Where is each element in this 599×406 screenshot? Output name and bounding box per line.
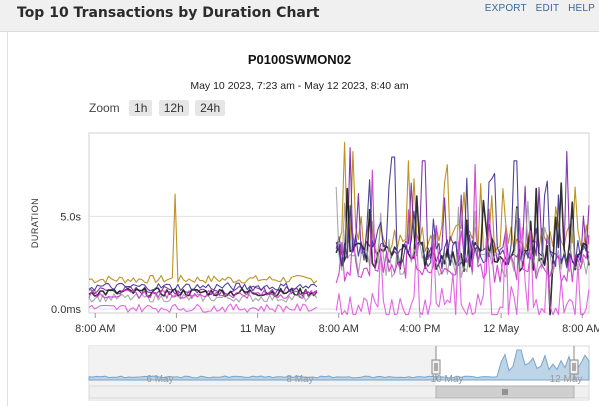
series-line — [88, 186, 590, 303]
navigator-handle — [431, 359, 441, 375]
export-link[interactable]: EXPORT — [484, 3, 527, 14]
navigator-handle — [569, 359, 579, 375]
zoom-24h-button[interactable]: 24h — [195, 100, 226, 116]
x-tick-label: 4:00 PM — [399, 323, 440, 335]
y-axis-label: DURATION — [30, 198, 40, 248]
navigator-label: 10 May — [431, 374, 464, 385]
widget-header: Top 10 Transactions by Duration Chart EX… — [0, 0, 599, 32]
navigator[interactable]: 6 May 8 May 10 May 12 May — [88, 345, 590, 401]
widget-title: Top 10 Transactions by Duration Chart — [17, 5, 320, 21]
x-tick-label: 8:00 AM — [75, 323, 115, 335]
series-line — [88, 224, 590, 316]
navigator-label: 8 May — [286, 374, 313, 385]
chart-panel — [7, 32, 599, 406]
navigator-label: 6 May — [146, 374, 173, 385]
edit-link[interactable]: EDIT — [535, 3, 560, 14]
x-tick-label: 8:00 AM — [562, 323, 599, 335]
series-group — [88, 141, 590, 316]
header-links: EXPORT EDIT HELP — [479, 3, 595, 14]
navigator-area — [88, 349, 590, 381]
zoom-controls: Zoom 1h 12h 24h — [89, 100, 228, 118]
x-axis: 8:00 AM 4:00 PM 11 May 8:00 AM 4:00 PM 12 May… — [75, 313, 599, 335]
chart-title: P0100SWMON02 — [247, 52, 352, 67]
help-link[interactable]: HELP — [568, 3, 595, 14]
zoom-label: Zoom — [89, 101, 120, 115]
x-tick-label: 12 May — [483, 323, 520, 335]
navigator-label: 12 May — [550, 374, 583, 385]
zoom-12h-button[interactable]: 12h — [158, 100, 189, 116]
x-tick-label: 4:00 PM — [156, 323, 197, 335]
zoom-1h-button[interactable]: 1h — [129, 100, 153, 116]
x-tick-label: 8:00 AM — [319, 323, 359, 335]
y-axis: 0.0ms 5.0s DURATION — [30, 198, 81, 316]
x-tick-label: 11 May — [240, 323, 276, 335]
chart-subtitle: May 10 2023, 7:23 am - May 12 2023, 8:40… — [190, 80, 409, 92]
series-line — [88, 156, 590, 292]
y-tick-label: 0.0ms — [51, 304, 81, 316]
y-tick-label: 5.0s — [60, 211, 81, 223]
